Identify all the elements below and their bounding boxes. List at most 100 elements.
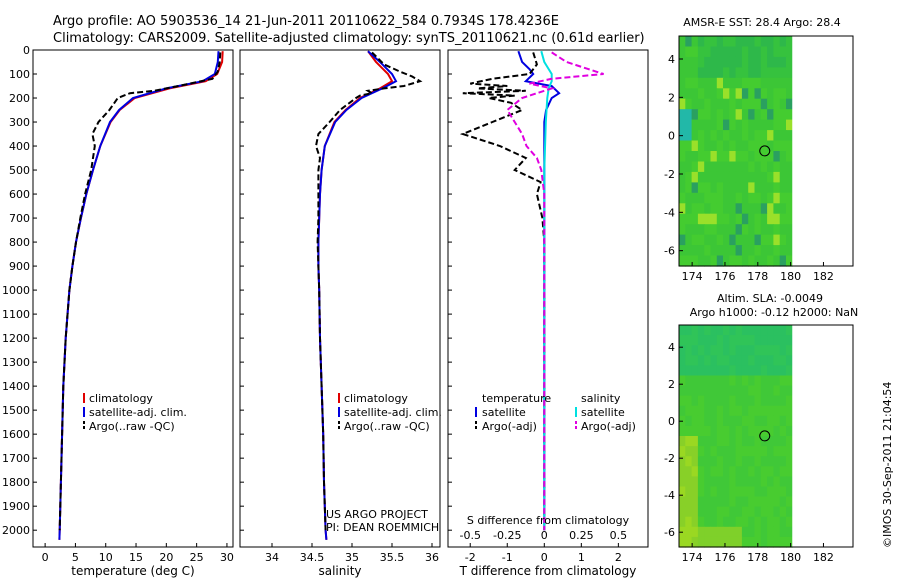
sla-cell [767,345,774,356]
sla-cell [748,405,756,417]
sst-cell [723,213,730,225]
sst-cell [748,130,756,142]
sst-cell [729,245,737,257]
sst-cell [691,67,699,79]
sst-cell [691,234,699,246]
sst-cell [786,109,793,121]
sla-cell [710,425,718,437]
sst-cell [773,203,781,215]
temp-ytick-label: 600 [9,188,30,201]
sla-cell [741,516,749,528]
sst-cell [716,151,724,163]
sst-cell [685,130,693,142]
sla-cell [710,345,718,356]
sst-cell [741,234,749,246]
sst-cell [786,192,793,204]
sst-cell [710,88,718,100]
sst-land-area [792,36,853,266]
sla-cell [729,355,737,366]
sst-cell [685,245,693,257]
sst-cell [773,255,781,267]
sla-cell [754,415,762,427]
sst-cell [710,119,718,131]
sst-cell [741,130,749,142]
sla-cell [748,325,756,336]
sst-cell [691,203,699,215]
temp-series-argo-raw-qc- [58,52,222,531]
sst-cell [691,151,699,163]
sla-cell [723,335,730,346]
sal-series-argo-raw-qc- [314,51,423,531]
sst-cell [685,192,693,204]
temp-ytick-label: 1100 [2,308,30,321]
sla-cell [729,425,737,437]
sla-cell [754,325,762,336]
sst-cell [779,182,787,194]
sla-cell [735,446,743,457]
sst-cell [760,36,768,48]
sla-cell [685,526,693,538]
sst-cell [735,161,743,173]
sst-cell [748,119,756,131]
sla-cell [760,526,768,538]
sla-cell [779,486,787,498]
sla-cell [679,365,686,377]
sst-cell [679,67,686,79]
sst-cell [754,255,762,267]
sst-cell [704,255,712,267]
sla-cell [754,355,762,366]
sst-cell [748,161,756,173]
sla-cell [697,456,705,467]
temp-series-climatology [58,51,224,540]
sla-cell [786,345,793,356]
sla-cell [691,425,699,437]
sla-cell [685,446,693,457]
temp-ytick-label: 1200 [2,332,30,345]
sla-cell [767,365,774,377]
sst-cell [679,77,686,89]
sst-cell [723,67,730,79]
sst-cell [741,119,749,131]
sla-cell [748,516,756,528]
sst-xtick-label: 180 [780,270,801,283]
sst-cell [773,140,781,152]
sst-cell [729,192,737,204]
sla-cell [754,536,762,548]
sla-cell [691,446,699,457]
header-line1: Argo profile: AO 5903536_14 21-Jun-2011 … [53,14,559,29]
sst-cell [773,182,781,194]
sst-cell [741,56,749,68]
sla-cell [786,506,793,518]
sla-cell [754,365,762,377]
sla-cell [685,486,693,498]
sla-cell [748,385,756,397]
sst-cell [697,203,705,215]
sst-cell [716,203,724,215]
sla-cell [773,425,781,437]
sst-cell [679,151,686,163]
sst-cell [741,109,749,121]
temp-ytick-label: 400 [9,140,30,153]
sst-cell [716,140,724,152]
sla-cell [704,516,712,528]
sla-cell [760,335,768,346]
sst-cell [786,245,793,257]
temp-ytick-label: 1000 [2,284,30,297]
sst-cell [735,46,743,58]
sla-cell [779,436,787,447]
sla-cell [767,415,774,427]
sla-cell [679,385,686,397]
sla-cell [773,345,781,356]
sst-cell [697,255,705,267]
sla-cell [716,436,724,447]
sla-cell [773,385,781,397]
sst-cell [735,67,743,79]
sst-cell [779,203,787,215]
sla-cell [723,405,730,417]
sla-cell [710,365,718,377]
temp-ytick-label: 0 [23,44,30,57]
sla-cell [773,526,781,538]
sla-xtick-label: 178 [747,551,768,564]
sst-cell [685,56,693,68]
sst-cell [723,224,730,236]
